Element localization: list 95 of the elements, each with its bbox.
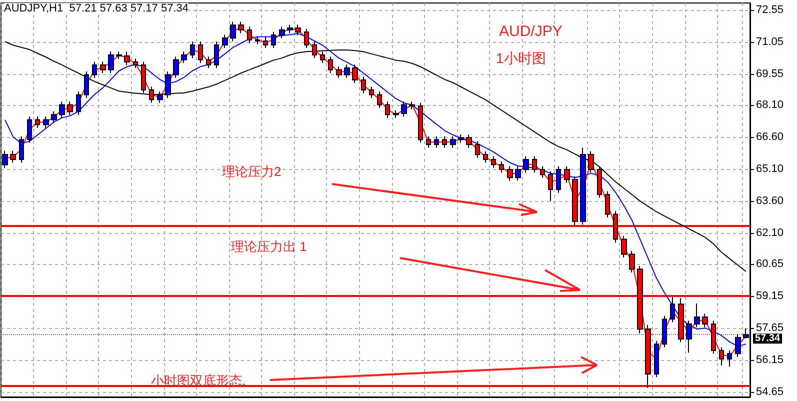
candlestick — [694, 303, 700, 328]
candlestick — [10, 150, 16, 164]
candlestick — [344, 64, 350, 78]
candlestick — [336, 66, 342, 78]
y-tick-label: 71.05 — [756, 36, 784, 48]
candlestick — [662, 315, 667, 348]
candlestick — [540, 166, 545, 178]
candlestick — [222, 34, 228, 49]
candlestick — [181, 51, 187, 64]
candlestick — [621, 236, 627, 258]
candlestick — [133, 58, 138, 69]
candlestick — [92, 61, 97, 78]
annotation: 1小时图 — [496, 50, 546, 66]
candlestick — [108, 51, 114, 74]
y-tick-label: 59.15 — [756, 290, 784, 302]
candlestick — [588, 150, 594, 174]
candlestick — [458, 134, 464, 144]
candlestick — [320, 51, 325, 64]
candlestick — [532, 156, 537, 174]
candlestick — [597, 166, 602, 198]
y-tick-label: 62.10 — [756, 227, 784, 240]
y-tick-label: 72.55 — [756, 4, 784, 16]
candlestick — [670, 296, 675, 323]
candlestick — [727, 350, 732, 367]
candlestick — [654, 340, 659, 378]
candlestick — [450, 136, 456, 148]
candlestick — [100, 61, 106, 74]
y-tick-label: 56.15 — [756, 354, 784, 366]
candlestick — [141, 61, 146, 94]
candlestick — [702, 313, 708, 328]
candlestick — [35, 116, 40, 128]
candlestick — [491, 156, 496, 168]
candlestick — [442, 136, 447, 148]
candlestick — [483, 150, 488, 164]
ref-line-label: 57.34 — [755, 333, 780, 344]
candlestick — [556, 166, 561, 194]
candlestick — [580, 147, 586, 226]
y-tick-label: 69.55 — [756, 68, 784, 80]
candlestick — [605, 190, 610, 218]
candlestick — [198, 41, 203, 64]
y-tick-label: 65.10 — [756, 163, 784, 176]
y-tick-label: 66.60 — [756, 131, 784, 144]
candlestick — [409, 101, 415, 110]
candlestick — [548, 170, 553, 202]
candlestick — [369, 86, 374, 98]
candlestick — [499, 160, 504, 174]
candlestick — [328, 56, 333, 74]
line-series — [4, 41, 746, 272]
candlestick — [434, 136, 439, 148]
candlestick — [377, 91, 382, 109]
candlestick — [507, 166, 513, 182]
candlestick — [67, 101, 73, 116]
candlestick — [190, 41, 195, 59]
candlestick — [165, 71, 171, 98]
candlestick — [401, 101, 407, 118]
annotation: 小时图双底形态. — [151, 373, 246, 388]
candlestick — [27, 116, 32, 144]
candlestick — [230, 21, 236, 42]
candlestick — [43, 116, 49, 128]
candlestick — [76, 91, 81, 116]
candlestick — [393, 110, 399, 118]
candlestick — [214, 41, 219, 69]
annotation: AUD/JPY — [499, 23, 562, 40]
candlestick — [84, 71, 89, 98]
y-tick-label: 60.65 — [756, 258, 784, 270]
annotation: 理论压力2 — [222, 164, 282, 179]
candlestick — [173, 56, 179, 78]
candlestick — [116, 51, 122, 60]
candlestick — [426, 136, 431, 148]
candlestick — [157, 91, 163, 104]
candlestick — [263, 36, 268, 49]
y-tick-label: 54.65 — [756, 386, 784, 398]
candlestick — [51, 110, 57, 124]
candlestick — [352, 64, 358, 84]
annotation: 理论压力出 1 — [231, 239, 307, 254]
candlestick — [59, 101, 65, 118]
candlestick — [361, 76, 366, 94]
candlestick — [466, 134, 472, 148]
candlestick — [475, 140, 480, 158]
candlestick — [564, 166, 570, 184]
candlestick — [523, 156, 529, 174]
candlestick — [629, 250, 635, 273]
candlestick — [255, 36, 260, 45]
annotation: AUDJPY,H1 57.21 57.63 57.17 57.34 — [4, 2, 188, 14]
candlestick — [418, 102, 423, 144]
y-tick-label: 68.10 — [756, 99, 784, 112]
candlestick — [206, 56, 211, 69]
y-tick-label: 57.65 — [756, 322, 784, 334]
candlestick — [19, 136, 24, 164]
candlestick — [515, 166, 521, 182]
candlestick — [149, 86, 154, 104]
candlestick — [711, 320, 716, 354]
candlestick — [124, 51, 130, 66]
y-tick-label: 63.60 — [756, 195, 784, 208]
candlestick — [385, 101, 390, 118]
